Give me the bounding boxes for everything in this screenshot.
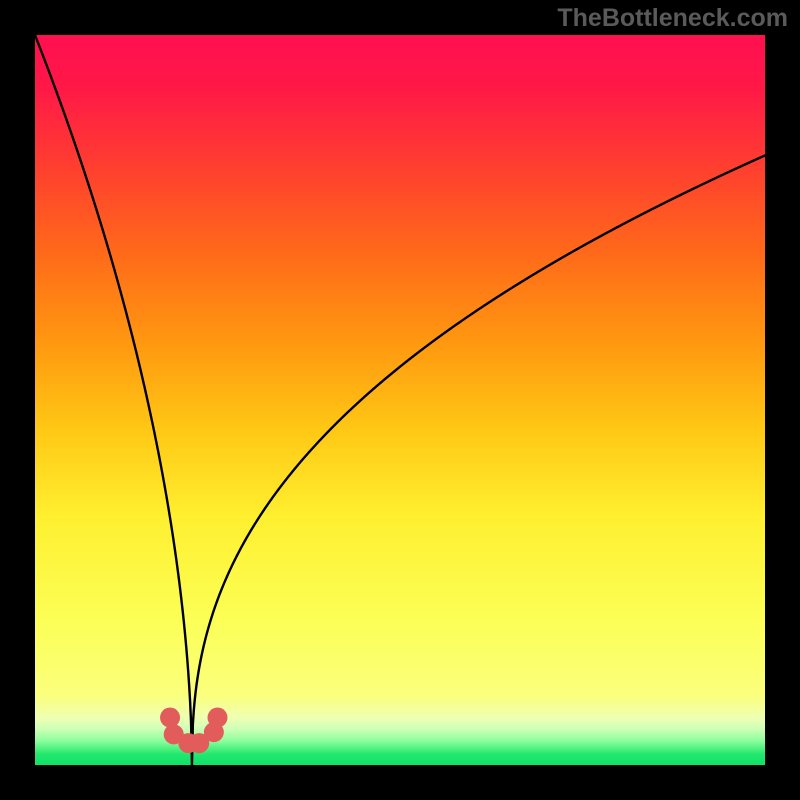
valley-marker (160, 708, 180, 728)
plot-area (35, 35, 765, 765)
image-frame: TheBottleneck.com (0, 0, 800, 800)
bottleneck-curve (35, 35, 765, 765)
valley-marker (208, 708, 228, 728)
watermark-text: TheBottleneck.com (557, 4, 788, 33)
curve-layer (35, 35, 765, 765)
